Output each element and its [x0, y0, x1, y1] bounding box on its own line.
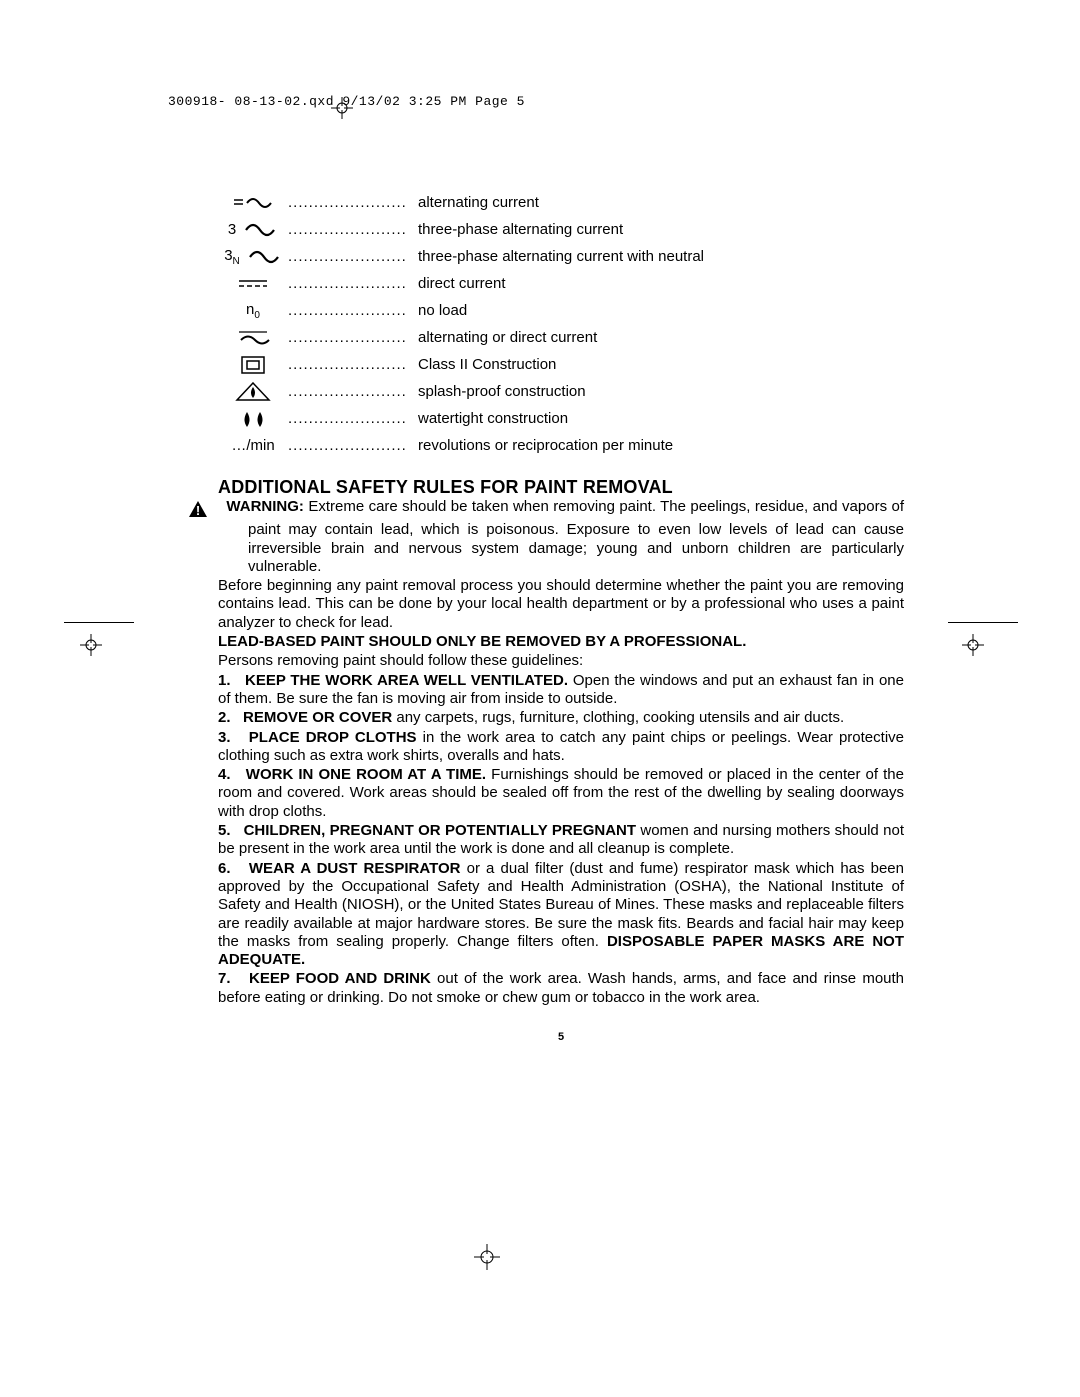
symbol-row: n0..........................no load — [218, 297, 914, 324]
guideline-item: 4. WORK IN ONE ROOM AT A TIME. Furnishin… — [218, 766, 904, 821]
leader-dots: .......................... — [288, 356, 408, 373]
warning-label: WARNING: — [226, 498, 304, 515]
guideline-item: 2. REMOVE OR COVER any carpets, rugs, fu… — [218, 709, 904, 727]
symbol-row: 3N..........................three-phase … — [218, 243, 914, 270]
leader-dots: .......................... — [288, 329, 408, 346]
symbol-icon-permin: …/min — [218, 437, 288, 454]
symbol-row: …/min..........................revolutio… — [218, 432, 914, 459]
symbol-description: no load — [408, 302, 467, 319]
symbol-description: three-phase alternating current with neu… — [408, 248, 704, 265]
leader-dots: .......................... — [288, 194, 408, 211]
symbol-description: splash-proof construction — [408, 383, 586, 400]
symbol-row: ..........................direct current — [218, 270, 914, 297]
svg-text:!: ! — [196, 503, 200, 518]
symbol-description: alternating or direct current — [408, 329, 597, 346]
guidelines-intro: Persons removing paint should follow the… — [218, 652, 904, 670]
reg-target-right — [962, 634, 984, 661]
symbol-icon-ac — [218, 193, 288, 213]
symbol-description: Class II Construction — [408, 356, 556, 373]
leader-dots: .......................... — [288, 302, 408, 319]
guideline-item: 3. PLACE DROP CLOTHS in the work area to… — [218, 729, 904, 766]
symbol-row: ..........................alternating cu… — [218, 189, 914, 216]
symbol-row: 3..........................three-phase a… — [218, 216, 914, 243]
reg-target-bottom — [474, 1244, 500, 1275]
symbol-icon-water — [218, 409, 288, 429]
guideline-item: 7. KEEP FOOD AND DRINK out of the work a… — [218, 970, 904, 1007]
guideline-item: 5. CHILDREN, PREGNANT OR POTENTIALLY PRE… — [218, 822, 904, 859]
page-number: 5 — [218, 1031, 904, 1043]
lead-professional-bold: LEAD-BASED PAINT SHOULD ONLY BE REMOVED … — [218, 633, 746, 650]
symbol-description: direct current — [408, 275, 506, 292]
symbol-description: alternating current — [408, 194, 539, 211]
guideline-item: 6. WEAR A DUST RESPIRATOR or a dual filt… — [218, 860, 904, 970]
symbol-description: revolutions or reciprocation per minute — [408, 437, 673, 454]
leader-dots: .......................... — [288, 248, 408, 265]
symbol-icon-ac3n: 3N — [218, 247, 288, 267]
page-content: 300918- 08-13-02.qxd 9/13/02 3:25 PM Pag… — [168, 94, 914, 1043]
file-header: 300918- 08-13-02.qxd 9/13/02 3:25 PM Pag… — [168, 94, 914, 109]
section-title: ADDITIONAL SAFETY RULES FOR PAINT REMOVA… — [218, 477, 914, 498]
body-text: ! WARNING: Extreme care should be taken … — [218, 498, 904, 1007]
para-determine-lead: Before beginning any paint removal proce… — [218, 577, 904, 632]
edge-mark-right — [948, 622, 1018, 623]
symbol-row: ..........................Class II Const… — [218, 351, 914, 378]
symbol-icon-acdc — [218, 328, 288, 348]
symbol-row: ..........................watertight con… — [218, 405, 914, 432]
leader-dots: .......................... — [288, 437, 408, 454]
symbol-icon-ac3: 3 — [218, 220, 288, 240]
warning-body: Extreme care should be taken when removi… — [248, 498, 904, 575]
symbol-description: watertight construction — [408, 410, 568, 427]
symbol-icon-n0: n0 — [218, 301, 288, 321]
symbol-row: ..........................splash-proof c… — [218, 378, 914, 405]
edge-mark-left — [64, 622, 134, 623]
leader-dots: .......................... — [288, 383, 408, 400]
leader-dots: .......................... — [288, 410, 408, 427]
symbol-row: ..........................alternating or… — [218, 324, 914, 351]
guideline-item: 1. KEEP THE WORK AREA WELL VENTILATED. O… — [218, 672, 904, 709]
symbol-icon-dc — [218, 274, 288, 294]
symbol-description: three-phase alternating current — [408, 221, 623, 238]
symbol-icon-splash — [218, 382, 288, 402]
symbol-icon-class2 — [218, 355, 288, 375]
symbols-legend: ..........................alternating cu… — [218, 189, 914, 459]
leader-dots: .......................... — [288, 221, 408, 238]
leader-dots: .......................... — [288, 275, 408, 292]
reg-target-left — [80, 634, 102, 661]
